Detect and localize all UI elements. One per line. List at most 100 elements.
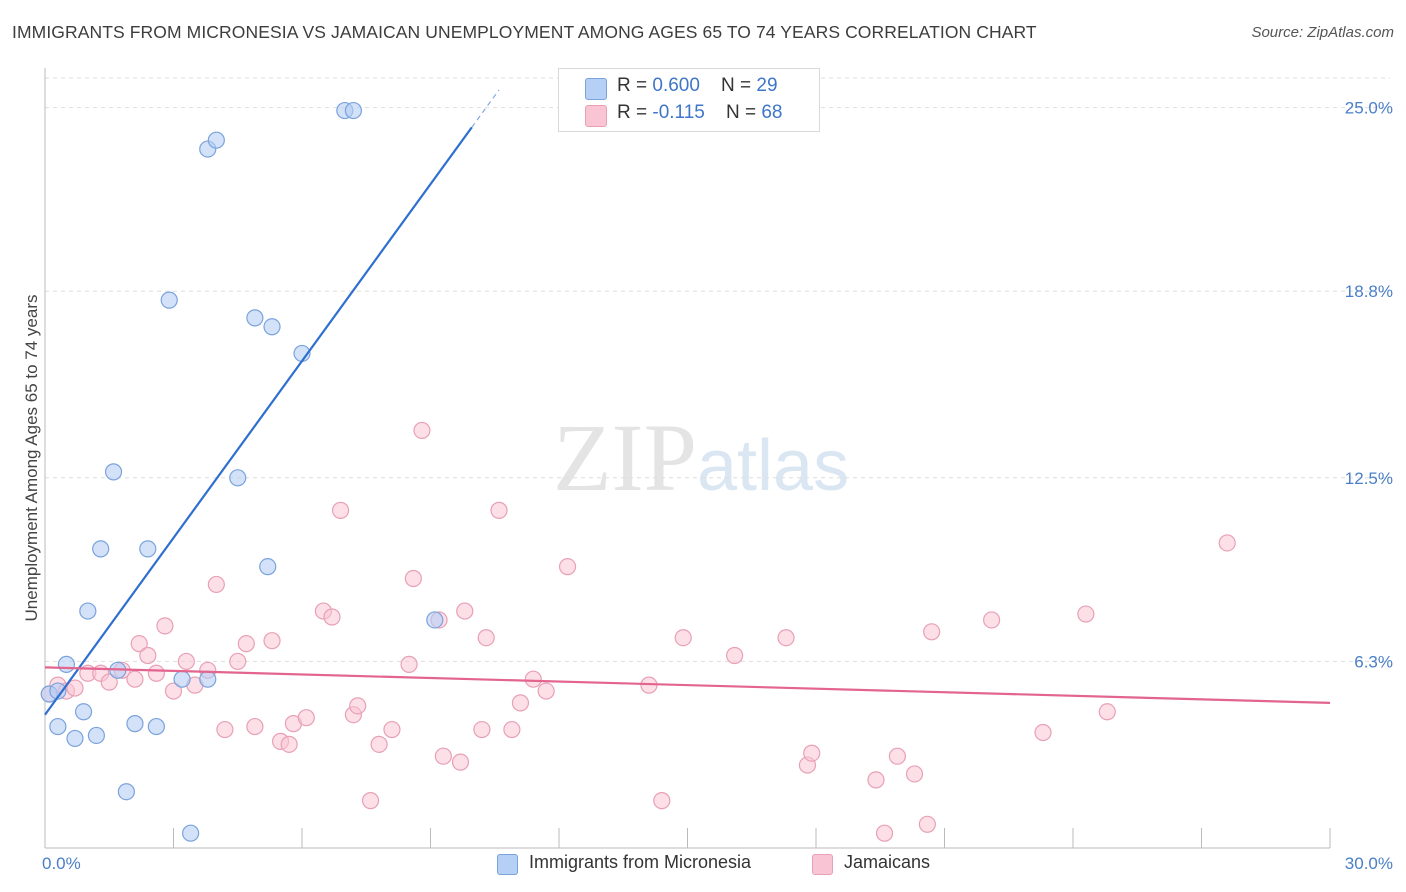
- jamaicans-point: [130, 635, 148, 653]
- x-tick-label-min: 0.0%: [42, 854, 81, 873]
- jamaicans-point: [323, 608, 341, 626]
- y-tick-label: 18.8%: [1345, 282, 1393, 301]
- micronesia-point: [344, 101, 362, 120]
- micronesia-point: [74, 703, 93, 721]
- jamaicans-point: [888, 747, 906, 765]
- micronesia-point: [117, 783, 135, 801]
- jamaicans-point: [511, 694, 530, 712]
- watermark-zip: ZIP: [553, 404, 697, 511]
- jamaicans-point: [803, 744, 821, 762]
- micronesia-trend-line: [44, 126, 473, 716]
- y-tick-label: 6.3%: [1354, 652, 1393, 671]
- series-legend: Immigrants from Micronesia Jamaicans: [0, 852, 1406, 878]
- jamaicans-point: [503, 720, 521, 739]
- micronesia-point: [199, 670, 217, 688]
- jamaicans-point: [434, 747, 452, 765]
- jamaicans-point: [867, 771, 885, 789]
- micronesia-point: [126, 715, 144, 733]
- jamaicans-point: [156, 617, 174, 635]
- micronesia-trend-extension: [471, 89, 500, 128]
- jamaicans-n-value: 68: [761, 102, 783, 123]
- jamaicans-point: [297, 709, 315, 727]
- jamaicans-point: [383, 720, 401, 739]
- jamaicans-legend-swatch: [812, 854, 833, 875]
- micronesia-point: [87, 726, 106, 745]
- x-tick-label-max: 30.0%: [1345, 854, 1393, 873]
- jamaicans-point: [923, 623, 941, 641]
- tick-labels: 6.3% 12.5% 18.8% 25.0% 0.0% 30.0%: [42, 99, 1393, 873]
- jamaicans-point: [473, 720, 491, 739]
- jamaicans-point: [477, 629, 495, 647]
- jamaicans-point: [456, 602, 474, 620]
- micronesia-point: [139, 540, 157, 558]
- jamaicans-point: [653, 792, 671, 810]
- jamaicans-point: [726, 646, 744, 665]
- jamaicans-point: [1218, 534, 1236, 552]
- jamaicans-point: [331, 501, 350, 519]
- micronesia-point: [104, 463, 123, 481]
- micronesia-point: [263, 318, 281, 336]
- jamaicans-point: [404, 569, 422, 588]
- jamaicans-point: [524, 670, 542, 688]
- jamaicans-point: [100, 673, 118, 691]
- jamaicans-point: [263, 632, 281, 650]
- watermark: ZIPatlas: [553, 402, 849, 513]
- micronesia-point: [92, 540, 110, 558]
- micronesia-point: [79, 602, 97, 620]
- grid: [45, 77, 1390, 662]
- jamaicans-point: [1034, 723, 1052, 742]
- jamaicans-stats: R = -0.115 N = 68: [617, 102, 782, 124]
- jamaicans-point: [674, 629, 692, 647]
- jamaicans-point: [875, 824, 894, 842]
- micronesia-r-value: 0.600: [652, 75, 700, 96]
- jamaicans-point: [558, 558, 577, 576]
- micronesia-point: [49, 682, 67, 700]
- chart-title: IMMIGRANTS FROM MICRONESIA VS JAMAICAN U…: [12, 22, 1037, 42]
- jamaicans-point: [451, 753, 470, 771]
- micronesia-n-label: N =: [721, 75, 757, 96]
- micronesia-point: [147, 717, 165, 736]
- micronesia-series: [40, 101, 444, 842]
- micronesia-stats: R = 0.600 N = 29: [617, 75, 778, 97]
- jamaicans-point: [537, 682, 555, 700]
- jamaicans-point: [490, 501, 508, 519]
- jamaicans-trend-line: [44, 666, 1331, 704]
- jamaicans-point: [905, 765, 924, 783]
- jamaicans-point: [139, 646, 157, 665]
- jamaicans-point: [66, 679, 84, 697]
- jamaicans-point: [126, 670, 144, 688]
- jamaicans-swatch: [585, 105, 607, 127]
- micronesia-point: [229, 469, 247, 487]
- micronesia-point: [426, 611, 444, 629]
- watermark-atlas: atlas: [697, 426, 850, 506]
- micronesia-legend-label: Immigrants from Micronesia: [529, 852, 752, 872]
- axes: [44, 68, 1331, 849]
- jamaicans-legend-label: Jamaicans: [844, 852, 931, 872]
- micronesia-point: [66, 729, 84, 748]
- jamaicans-point: [207, 575, 225, 594]
- micronesia-legend-swatch: [497, 854, 518, 875]
- jamaicans-point: [229, 652, 247, 671]
- jamaicans-point: [147, 664, 165, 682]
- jamaicans-point: [918, 815, 936, 833]
- jamaicans-point: [177, 652, 195, 671]
- jamaicans-r-value: -0.115: [652, 102, 705, 123]
- micronesia-n-value: 29: [756, 75, 778, 96]
- micronesia-point: [207, 131, 225, 149]
- jamaicans-r-label: R =: [617, 102, 653, 123]
- correlation-legend: R = 0.600 N = 29 R = -0.115 N = 68: [558, 68, 820, 132]
- jamaicans-point: [370, 735, 388, 753]
- jamaicans-point: [983, 611, 1001, 629]
- jamaicans-series: [40, 421, 1236, 842]
- source-credit: Source: ZipAtlas.com: [1251, 24, 1394, 41]
- micronesia-swatch: [585, 78, 607, 100]
- micronesia-point: [182, 824, 200, 842]
- micronesia-r-label: R =: [617, 75, 653, 96]
- jamaicans-point: [280, 735, 298, 753]
- micronesia-point: [160, 291, 178, 309]
- micronesia-point: [49, 717, 67, 736]
- jamaicans-point: [361, 792, 380, 810]
- y-tick-label: 12.5%: [1345, 469, 1393, 488]
- jamaicans-n-label: N =: [725, 102, 762, 123]
- jamaicans-point: [777, 629, 795, 647]
